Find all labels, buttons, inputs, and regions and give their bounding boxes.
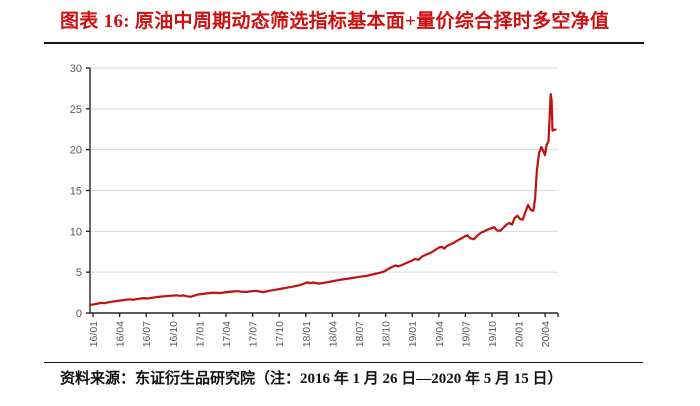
x-tick-label: 18/04: [327, 321, 339, 347]
x-tick-label: 17/10: [274, 321, 286, 347]
x-tick-label: 18/07: [354, 321, 366, 347]
x-tick-label: 16/07: [141, 321, 153, 347]
x-tick-label: 19/10: [487, 321, 499, 347]
x-tick-label: 16/01: [88, 321, 100, 347]
y-tick-label: 10: [70, 226, 82, 238]
footer-divider: [44, 362, 643, 363]
y-tick-label: 15: [70, 186, 82, 198]
net-value-line-chart: 0 5 10 15 20 25 30 16/01 16/04 16/07 16/10 17/01 17/…: [70, 63, 559, 347]
x-tick-label: 18/10: [381, 321, 393, 347]
x-tick-label: 16/04: [115, 321, 127, 347]
x-tick-label: 18/01: [301, 321, 313, 347]
y-tick-label: 0: [76, 308, 82, 320]
y-tick-label: 5: [76, 267, 82, 279]
series-line: [89, 92, 557, 306]
x-tick-label: 19/07: [460, 321, 472, 347]
title-underline-divider: [44, 42, 644, 44]
x-tick-label: 17/04: [221, 321, 233, 347]
x-tick-label: 17/01: [194, 321, 206, 347]
x-tick-label: 16/10: [168, 321, 180, 347]
y-tick-label: 25: [70, 104, 82, 116]
x-tick-label: 17/07: [248, 321, 260, 347]
source-note: 资料来源：东证衍生品研究院（注：2016 年 1 月 26 日—2020 年 5…: [60, 371, 563, 387]
x-tick-label: 20/01: [514, 321, 526, 347]
y-tick-label: 30: [70, 63, 82, 75]
x-tick-label: 20/04: [540, 321, 552, 347]
x-tick-label: 19/04: [434, 321, 446, 347]
page-title: 图表 16: 原油中周期动态筛选指标基本面+量价综合择时多空净值: [60, 11, 610, 32]
y-tick-label: 20: [70, 145, 82, 157]
x-tick-label: 19/01: [407, 321, 419, 347]
